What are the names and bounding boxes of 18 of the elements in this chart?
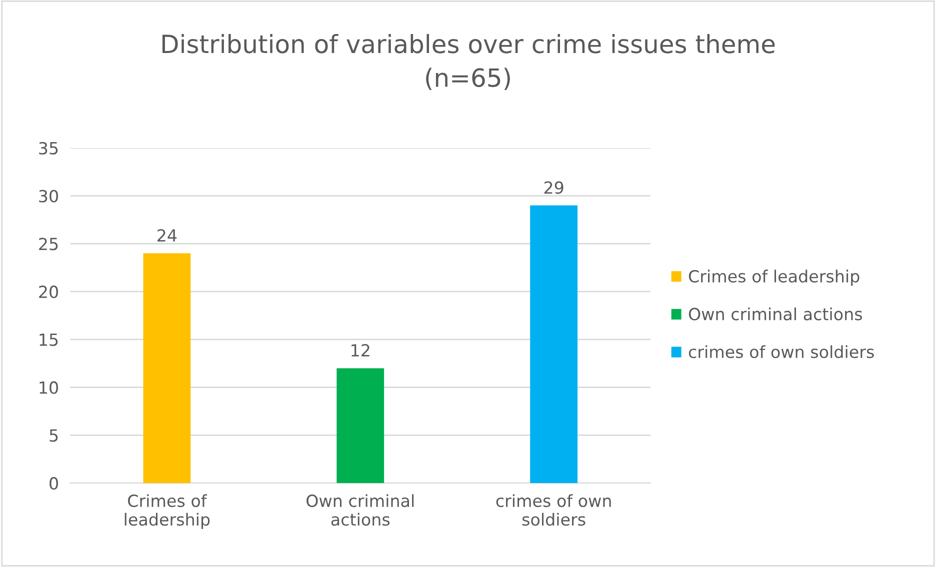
data-label: 24 [158, 229, 177, 242]
data-label: 12 [352, 344, 370, 356]
y-tick-label: 10 [40, 381, 58, 394]
y-tick-label: 30 [39, 190, 58, 202]
y-tick-label: 15 [40, 334, 58, 346]
y-tick-label: 25 [39, 238, 58, 250]
x-tick-label: crimes of own soldiers [496, 494, 611, 526]
x-tick-label: Crimes of leadership [124, 494, 210, 529]
x-tick-label: Own criminal actions [306, 494, 414, 526]
legend-label: Own criminal actions [688, 307, 862, 320]
chart-title: Distribution of variables over crime issues theme (n=65) [162, 34, 775, 90]
y-tick-label: 0 [50, 477, 58, 490]
y-tick-label: 20 [39, 286, 58, 298]
y-tick-label: 35 [39, 142, 58, 155]
y-tick-label: 5 [50, 429, 58, 442]
legend-label: Crimes of leadership [688, 270, 860, 286]
legend-label: crimes of own soldiers [688, 345, 874, 358]
data-label: 29 [544, 181, 564, 194]
